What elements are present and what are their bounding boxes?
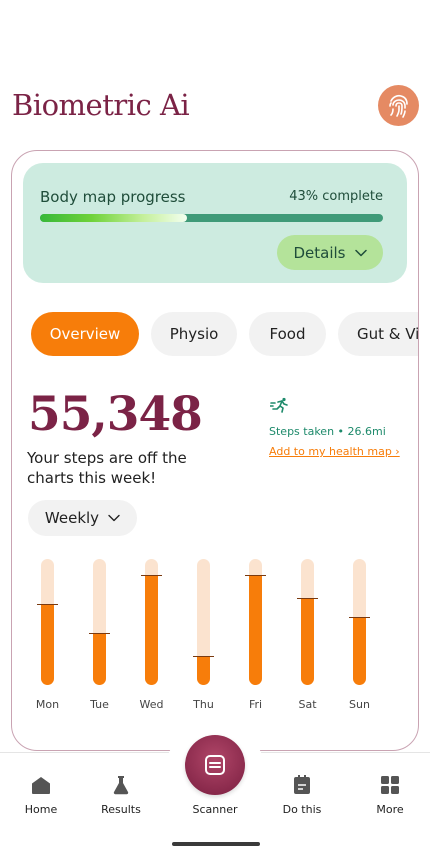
- progress-title: Body map progress: [40, 188, 186, 206]
- bar-tue: [89, 559, 110, 685]
- home-indicator: [172, 842, 260, 846]
- bar-fill-tue: [93, 633, 106, 685]
- tab-food[interactable]: Food: [249, 312, 326, 356]
- steps-message: Your steps are off the charts this week!: [27, 449, 187, 487]
- bar-mon: [37, 559, 58, 685]
- bar-fill-sat: [301, 598, 314, 685]
- bar-fill-mon: [41, 604, 54, 685]
- category-tabs: Overview Physio Food Gut & Vit: [31, 312, 418, 356]
- home-icon: [32, 777, 50, 794]
- chevron-down-icon: [354, 249, 367, 256]
- steps-bar-chart: [37, 559, 391, 685]
- runner-icon: [270, 397, 288, 413]
- nav-results-label: Results: [101, 803, 141, 816]
- progress-percent-label: 43% complete: [289, 189, 383, 204]
- nav-scanner-label: Scanner: [192, 803, 238, 816]
- steps-meta: Steps taken • 26.6mi: [269, 425, 386, 438]
- bar-thu: [193, 559, 214, 685]
- details-button[interactable]: Details: [277, 235, 383, 270]
- x-tick-tue: Tue: [90, 698, 109, 711]
- body-map-progress-panel: Body map progress 43% complete Details: [23, 163, 407, 283]
- tab-physio[interactable]: Physio: [151, 312, 237, 356]
- bar-cap-sat: [297, 598, 318, 599]
- bar-fill-sun: [353, 617, 366, 685]
- profile-button[interactable]: [378, 85, 419, 126]
- bar-cap-fri: [245, 575, 266, 576]
- clipboard-icon: [294, 775, 310, 794]
- nav-home[interactable]: Home: [6, 773, 76, 816]
- dashboard-card: Body map progress 43% complete Details O…: [11, 150, 419, 751]
- x-tick-mon: Mon: [35, 698, 60, 711]
- bar-sat: [297, 559, 318, 685]
- x-tick-sun: Sun: [349, 698, 370, 711]
- bar-cap-wed: [141, 575, 162, 576]
- x-tick-sat: Sat: [298, 698, 317, 711]
- x-tick-thu: Thu: [193, 698, 214, 711]
- nav-do-this-label: Do this: [282, 803, 322, 816]
- fingerprint-icon: [388, 94, 408, 118]
- bar-cap-tue: [89, 633, 110, 634]
- progress-bar: [40, 214, 383, 222]
- bar-fill-thu: [197, 656, 210, 685]
- add-to-health-map-link[interactable]: Add to my health map ›: [269, 445, 400, 458]
- period-value: Weekly: [44, 509, 100, 527]
- bar-sun: [349, 559, 370, 685]
- steps-count: 55,348: [28, 387, 203, 442]
- nav-home-label: Home: [24, 803, 58, 816]
- x-tick-fri: Fri: [248, 698, 263, 711]
- nav-results[interactable]: Results: [86, 773, 156, 816]
- nav-more-label: More: [376, 803, 404, 816]
- nav-more[interactable]: More: [355, 773, 425, 816]
- period-select[interactable]: Weekly: [28, 500, 137, 536]
- bar-fill-wed: [145, 575, 158, 685]
- bar-fri: [245, 559, 266, 685]
- x-tick-wed: Wed: [139, 698, 164, 711]
- bar-cap-mon: [37, 604, 58, 605]
- details-label: Details: [293, 243, 346, 262]
- app-brand-title: Biometric Ai: [12, 88, 190, 122]
- progress-bar-fill: [40, 214, 188, 222]
- scanner-button[interactable]: [185, 735, 245, 795]
- nav-do-this[interactable]: Do this: [267, 773, 337, 816]
- tab-gut-vit[interactable]: Gut & Vit: [338, 312, 418, 356]
- bar-cap-thu: [193, 656, 214, 657]
- bar-cap-sun: [349, 617, 370, 618]
- grid-icon: [381, 776, 399, 794]
- bar-wed: [141, 559, 162, 685]
- bar-fill-fri: [249, 575, 262, 685]
- chevron-down-icon: [108, 514, 120, 522]
- scanner-icon: [205, 755, 225, 775]
- tab-overview[interactable]: Overview: [31, 312, 139, 356]
- flask-icon: [113, 776, 129, 795]
